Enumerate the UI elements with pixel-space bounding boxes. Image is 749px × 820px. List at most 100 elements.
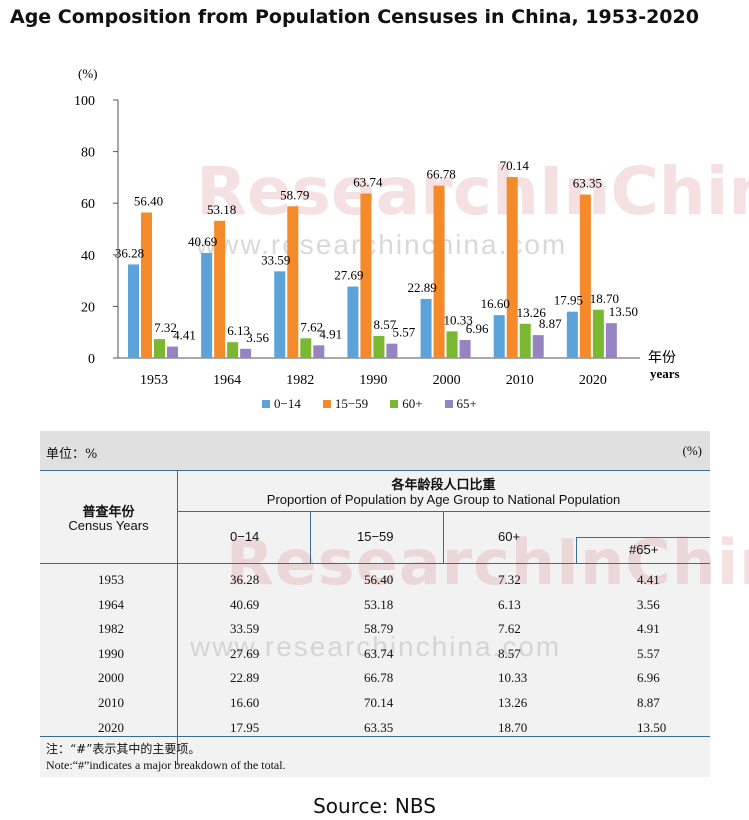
- cell-value: 17.95: [230, 719, 260, 735]
- data-label: 22.89: [407, 280, 436, 295]
- cell-value: 8.87: [637, 695, 660, 710]
- bar-1559-1964: [214, 220, 226, 358]
- data-label: 66.78: [426, 167, 455, 182]
- note-cn: 注：“#”表示其中的主要项。: [46, 742, 201, 756]
- legend-item: 0−14: [262, 396, 301, 412]
- cell-value: 56.40: [364, 572, 394, 587]
- chart-legend: 0−14 15−59 60+ 65+: [262, 396, 477, 412]
- bar-60+-2020: [592, 309, 604, 358]
- data-label: 53.18: [207, 202, 236, 217]
- bar-1559-1953: [141, 212, 152, 358]
- cell-value: 18.70: [498, 719, 528, 735]
- legend-swatch: [262, 400, 270, 408]
- cell-value: 13.50: [637, 719, 667, 735]
- table-row: 2010 16.60 70.14 13.26 8.87: [40, 690, 710, 716]
- chart-bars: [128, 177, 617, 358]
- unit-percent: (%): [682, 443, 703, 458]
- bar-014-1964: [201, 253, 213, 358]
- divider: [576, 537, 710, 538]
- watermark-brand: ResearchInChina: [196, 153, 749, 230]
- legend-item: 65+: [444, 396, 477, 412]
- y-tick-label: 100: [74, 94, 95, 109]
- cell-value: 58.79: [364, 621, 394, 637]
- cell-year: 1990: [98, 645, 124, 661]
- bar-1559-1990: [360, 193, 372, 358]
- bar-65+-1953: [167, 346, 178, 358]
- cell-value: 63.35: [364, 719, 394, 735]
- bar-65+-2000: [459, 340, 471, 358]
- bar-1559-2010: [506, 177, 518, 358]
- x-tick-label: 2020: [579, 373, 607, 388]
- bar-60+-1964: [227, 342, 239, 358]
- divider: [177, 470, 178, 765]
- data-label: 18.70: [590, 291, 619, 306]
- col-header-65plus: #65+: [629, 542, 659, 557]
- bar-1559-2020: [579, 194, 591, 358]
- watermark-brand: ResearchInChina: [226, 526, 749, 599]
- x-tick-label: 1982: [286, 373, 314, 388]
- table-row: 1982 33.59 58.79 7.62 4.91: [40, 616, 710, 642]
- data-label: 58.79: [280, 187, 309, 202]
- divider: [443, 511, 444, 563]
- x-unit-en: years: [650, 366, 680, 381]
- cell-value: 40.69: [230, 596, 260, 612]
- y-tick-label: 0: [88, 352, 95, 367]
- y-tick-label: 20: [81, 300, 95, 315]
- cell-year: 2020: [98, 719, 124, 735]
- bar-014-1953: [128, 264, 139, 358]
- note-en: Note:“#”indicates a major breakdown of t…: [46, 758, 286, 772]
- data-label: 36.28: [115, 245, 144, 260]
- bar-chart: ResearchInChinawww.researchinchina.com 0…: [74, 66, 749, 388]
- cell-value: 63.74: [364, 645, 394, 661]
- data-table: 单位：% (%) ResearchInChina www.researchinc…: [40, 431, 749, 777]
- bar-60+-1953: [154, 339, 165, 358]
- data-label: 6.13: [227, 323, 250, 338]
- divider: [310, 511, 311, 563]
- col-header-15-59: 15−59: [357, 529, 394, 544]
- data-label: 70.14: [500, 158, 530, 173]
- cell-value: 36.28: [230, 572, 260, 587]
- cell-value: 5.57: [637, 645, 660, 661]
- data-label: 4.91: [319, 326, 342, 341]
- cell-value: 27.69: [230, 645, 260, 661]
- cell-value: 53.18: [364, 596, 394, 612]
- table-row: 1990 27.69 63.74 8.57 5.57: [40, 641, 710, 667]
- cell-value: 3.56: [637, 596, 660, 612]
- data-label: 33.59: [261, 252, 290, 267]
- bar-014-2010: [493, 315, 505, 358]
- watermark-url: www.researchinchina.com: [190, 631, 562, 662]
- x-tick-label: 2010: [506, 373, 534, 388]
- legend-swatch: [390, 400, 399, 408]
- bar-014-1982: [274, 271, 286, 358]
- cell-value: 10.33: [498, 670, 528, 686]
- cell-value: 6.13: [498, 596, 521, 612]
- cell-value: 13.26: [498, 695, 528, 710]
- cell-value: 66.78: [364, 670, 394, 686]
- col-header-0-14: 0−14: [230, 529, 260, 544]
- cell-year: 2000: [98, 670, 124, 686]
- unit-bar: [40, 431, 710, 470]
- data-label: 3.56: [246, 330, 269, 345]
- legend-label: 65+: [456, 396, 477, 411]
- table-row: 1953 36.28 56.40 7.32 4.41: [40, 567, 710, 593]
- data-label: 4.41: [173, 328, 196, 343]
- bar-65+-1990: [386, 343, 398, 358]
- watermark-url: www.researchinchina.com: [195, 229, 567, 260]
- bar-1559-1982: [287, 206, 299, 358]
- legend-label: 60+: [402, 396, 423, 411]
- cell-value: 16.60: [230, 695, 260, 710]
- x-tick-label: 1953: [140, 373, 168, 388]
- y-tick-label: 80: [81, 146, 95, 161]
- divider: [40, 470, 710, 471]
- data-label: 56.40: [134, 193, 163, 208]
- main-header-cn: 各年龄段人口比重: [391, 478, 496, 493]
- legend-item: 60+: [390, 396, 423, 412]
- x-tick-label: 1964: [213, 373, 241, 388]
- data-label: 8.87: [539, 316, 562, 331]
- bar-014-1990: [347, 286, 359, 358]
- data-label: 10.33: [443, 312, 472, 327]
- legend-label: 0−14: [274, 396, 301, 411]
- bar-65+-1982: [313, 345, 325, 358]
- x-tick-label: 1990: [359, 373, 387, 388]
- cell-year: 1982: [98, 621, 124, 637]
